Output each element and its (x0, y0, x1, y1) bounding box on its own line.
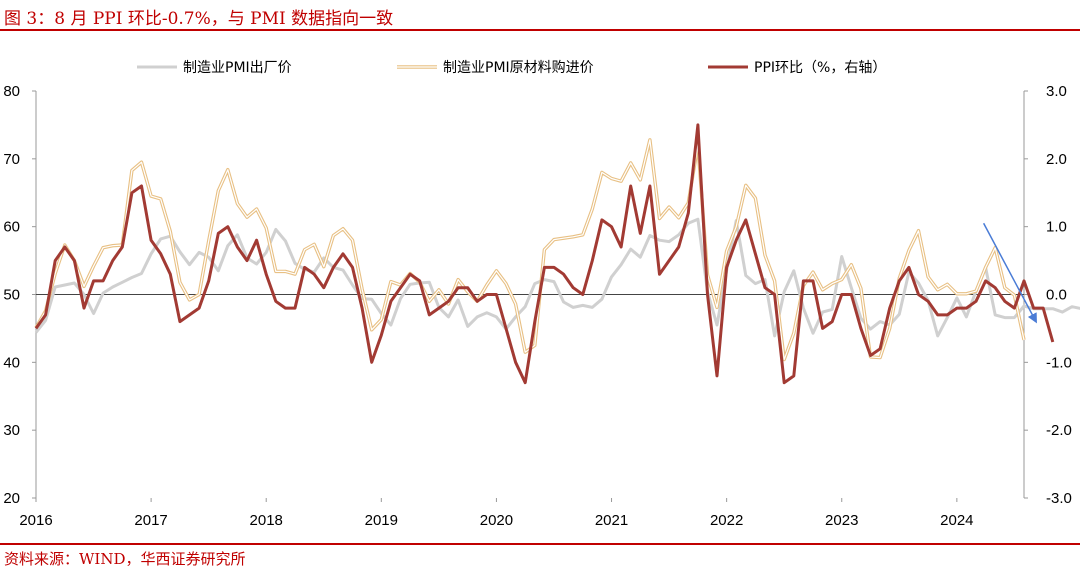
x-tick-label: 2020 (480, 512, 513, 529)
x-tick-label: 2021 (595, 512, 628, 529)
x-tick-label: 2018 (250, 512, 283, 529)
right-tick-label: 1.0 (1046, 219, 1067, 236)
right-tick-label: 2.0 (1046, 151, 1067, 168)
footer-divider (0, 543, 1080, 545)
axes: 80 70 60 50 40 30 20 3.0 2.0 1.0 0.0 -1.0 -2.0 -3.0 20… (3, 83, 1072, 529)
left-tick-label: 40 (3, 354, 20, 371)
right-tick-label: 0.0 (1046, 287, 1067, 304)
legend: 制造业PMI出厂价 制造业PMI原材料购进价 PPI环比（%，右轴） (137, 60, 886, 76)
left-tick-label: 80 (3, 83, 20, 100)
x-tick-label: 2019 (365, 512, 398, 529)
chart-title: 图 3：8 月 PPI 环比-0.7%，与 PMI 数据指向一致 (4, 9, 394, 29)
legend-label: 制造业PMI原材料购进价 (443, 60, 594, 76)
x-tick-label: 2024 (940, 512, 973, 529)
trend-arrow (982, 222, 1037, 324)
right-tick-label: -2.0 (1046, 422, 1072, 439)
legend-label: PPI环比（%，右轴） (754, 60, 886, 76)
right-tick-label: 3.0 (1046, 83, 1067, 100)
series-layer (34, 123, 1080, 385)
annotation-layer (982, 222, 1037, 324)
title-divider (0, 29, 1080, 31)
legend-label: 制造业PMI出厂价 (183, 60, 292, 76)
source-note: 资料来源：WIND，华西证券研究所 (4, 550, 246, 568)
chart-plot: 制造业PMI出厂价 制造业PMI原材料购进价 PPI环比（%，右轴） 80 70 60 5… (3, 60, 1080, 529)
series-line-output-price (34, 217, 1080, 338)
left-tick-label: 70 (3, 151, 20, 168)
right-tick-label: -1.0 (1046, 354, 1072, 371)
right-tick-label: -3.0 (1046, 490, 1072, 507)
series-line-ppi-mom (34, 123, 1055, 385)
left-tick-label: 60 (3, 219, 20, 236)
left-tick-label: 30 (3, 422, 20, 439)
x-tick-label: 2017 (134, 512, 167, 529)
x-tick-label: 2016 (19, 512, 52, 529)
left-tick-label: 50 (3, 287, 20, 304)
x-tick-label: 2022 (710, 512, 743, 529)
x-tick-label: 2023 (825, 512, 858, 529)
left-tick-label: 20 (3, 490, 20, 507)
